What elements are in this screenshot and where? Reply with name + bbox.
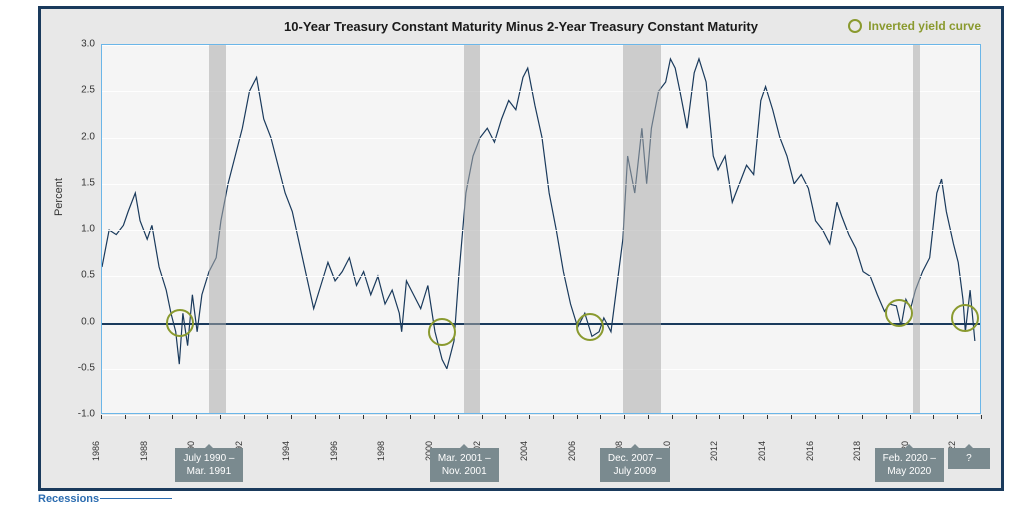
recession-band: [209, 45, 226, 413]
y-tick-label: -1.0: [78, 409, 95, 420]
x-tick-label: 2016: [805, 441, 815, 461]
x-tick-label: 1998: [376, 441, 386, 461]
legend: Inverted yield curve: [848, 19, 981, 33]
legend-circle-icon: [848, 19, 862, 33]
recession-band: [464, 45, 481, 413]
plot-area: [101, 44, 981, 414]
recession-band: [623, 45, 661, 413]
inverted-circle-icon: [166, 309, 194, 337]
x-tick-label: 1988: [139, 441, 149, 461]
recessions-label: Recessions: [38, 493, 99, 505]
y-tick-label: 0.0: [81, 316, 95, 327]
recession-callout: July 1990 –Mar. 1991: [175, 448, 242, 482]
x-tick-label: 2018: [852, 441, 862, 461]
x-tick-label: 2006: [567, 441, 577, 461]
x-tick-label: 1986: [91, 441, 101, 461]
x-tick-label: 1994: [281, 441, 291, 461]
recession-callout: Dec. 2007 –July 2009: [600, 448, 670, 482]
recession-band: [913, 45, 920, 413]
x-tick-label: 2004: [519, 441, 529, 461]
x-tick-label: 2014: [757, 441, 767, 461]
x-tick-label: 1996: [329, 441, 339, 461]
y-axis-title: Percent: [53, 178, 65, 216]
legend-label: Inverted yield curve: [868, 19, 981, 33]
recession-callout: Feb. 2020 –May 2020: [875, 448, 944, 482]
inverted-circle-icon: [428, 318, 456, 346]
y-axis: -1.0-0.50.00.51.01.52.02.53.0: [71, 44, 99, 414]
chart-frame: 10-Year Treasury Constant Maturity Minus…: [38, 6, 1004, 491]
y-tick-label: 3.0: [81, 39, 95, 50]
y-tick-label: -0.5: [78, 362, 95, 373]
future-callout: ?: [948, 448, 990, 469]
recession-callout: Mar. 2001 –Nov. 2001: [430, 448, 499, 482]
inverted-circle-icon: [885, 299, 913, 327]
y-tick-label: 1.0: [81, 224, 95, 235]
y-tick-label: 2.0: [81, 131, 95, 142]
y-tick-label: 1.5: [81, 177, 95, 188]
inverted-circle-icon: [576, 313, 604, 341]
x-axis: 1986198819901992199419961998200020022004…: [101, 417, 981, 447]
y-tick-label: 2.5: [81, 85, 95, 96]
x-tick-label: 2012: [709, 441, 719, 461]
y-tick-label: 0.5: [81, 270, 95, 281]
